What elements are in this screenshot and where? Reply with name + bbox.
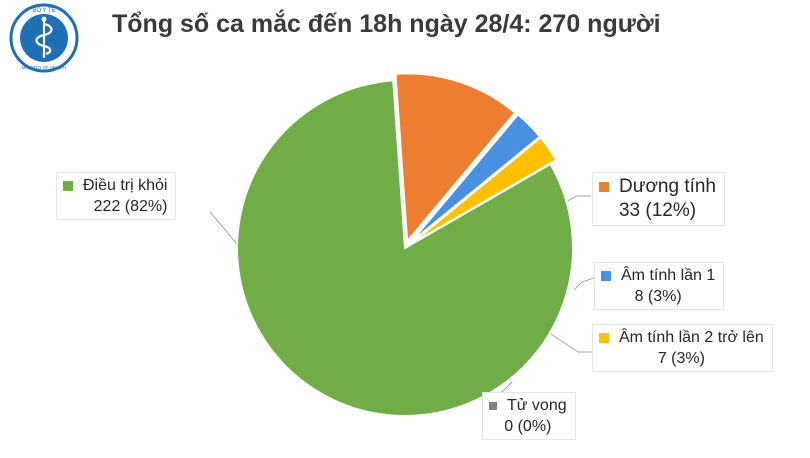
label-tu-vong: Tử vong 0 (0%)	[482, 392, 576, 440]
leader-line-am-tinh-lan-1	[573, 277, 595, 291]
ministry-logo-icon: BỘ Y TẾ MINISTRY OF HEALTH	[9, 3, 79, 73]
pie-slice-dieu-tri-khoi	[236, 79, 574, 417]
legend-swatch-dieu-tri-khoi	[63, 180, 73, 191]
label-duong-tinh-name: Dương tính	[619, 176, 717, 197]
legend-swatch-tu-vong	[489, 401, 497, 410]
label-am-tinh-lan-2-name: Âm tính lần 2 trở lên	[619, 329, 764, 346]
label-duong-tinh-value: 33 (12%)	[618, 200, 697, 221]
chart-title: Tổng số ca mắc đến 18h ngày 28/4: 270 ng…	[112, 10, 661, 38]
label-am-tinh-lan-2-value: 7 (3%)	[657, 350, 705, 367]
logo-bottom-text: MINISTRY OF HEALTH	[22, 65, 66, 70]
label-tu-vong-value: 0 (0%)	[504, 418, 552, 435]
label-dieu-tri-khoi: Điều trị khỏi 222 (82%)	[56, 172, 177, 220]
pie-slice-am-tinh-lan-1	[409, 112, 542, 244]
label-dieu-tri-khoi-name: Điều trị khỏi	[83, 177, 168, 194]
leader-line-am-tinh-lan-2	[547, 331, 592, 353]
pie-slice-am-tinh-lan-2	[410, 136, 558, 245]
label-tu-vong-name: Tử vong	[507, 397, 567, 414]
legend-swatch-am-tinh-lan-1	[601, 270, 611, 281]
label-duong-tinh: Dương tính 33 (12%)	[592, 172, 726, 226]
label-dieu-tri-khoi-value: 222 (82%)	[93, 198, 168, 215]
label-am-tinh-lan-1-name: Âm tính lần 1	[621, 267, 716, 284]
label-am-tinh-lan-1: Âm tính lần 1 8 (3%)	[594, 262, 725, 310]
pie-slice-duong-tinh	[394, 72, 517, 244]
label-am-tinh-lan-1-value: 8 (3%)	[634, 288, 682, 305]
legend-swatch-duong-tinh	[599, 182, 609, 192]
legend-swatch-am-tinh-lan-2	[599, 332, 609, 343]
label-am-tinh-lan-2: Âm tính lần 2 trở lên 7 (3%)	[592, 324, 773, 372]
logo-top-text: BỘ Y TẾ	[32, 7, 55, 14]
